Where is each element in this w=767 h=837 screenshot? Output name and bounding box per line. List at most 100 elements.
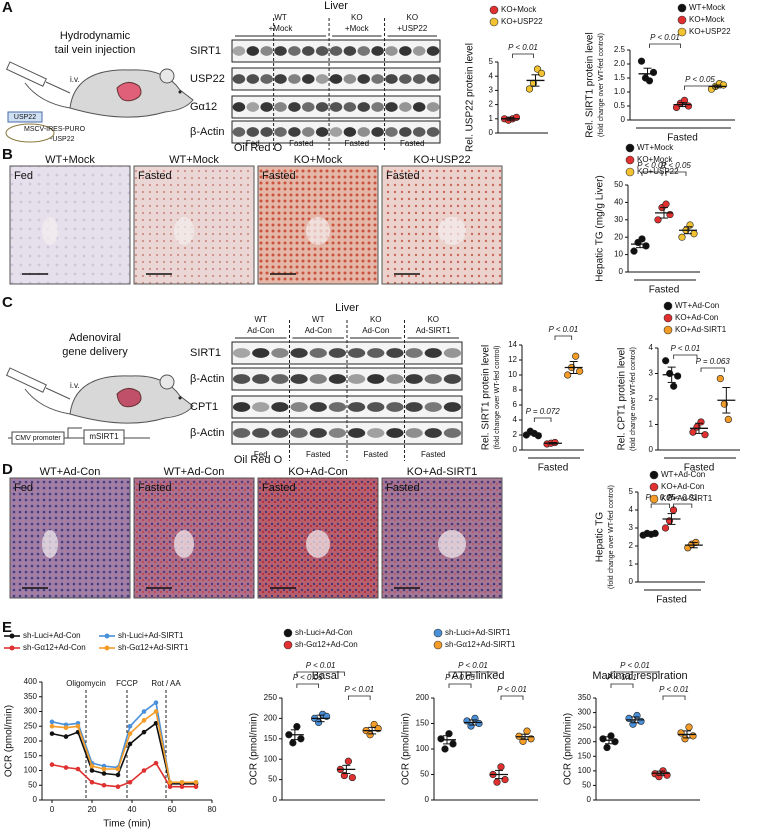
blot-band <box>399 127 412 137</box>
blot-strip <box>231 120 441 144</box>
series-point <box>115 784 121 790</box>
blot-band <box>367 402 385 412</box>
legend-label: KO+USP22 <box>501 17 543 26</box>
y-tick-label: 250 <box>264 693 278 702</box>
x-axis-label: Fasted <box>649 285 680 296</box>
series-point <box>63 725 69 731</box>
organ <box>116 82 142 102</box>
x-axis-label: Time (min) <box>103 819 150 830</box>
y-tick-label: 50 <box>420 770 429 779</box>
significance-bracket <box>641 171 663 176</box>
blot-band <box>405 428 423 438</box>
blot-band <box>367 428 385 438</box>
blot-row-label: SIRT1 <box>190 45 221 57</box>
y-tick-label: 200 <box>264 714 278 723</box>
blot-band <box>386 428 404 438</box>
blot-band <box>386 348 404 358</box>
vessel <box>438 530 466 558</box>
y-tick-label: 50 <box>268 775 277 784</box>
y-axis-sublabel: (fold change over WT-fed control) <box>598 33 605 137</box>
p-value: P < 0.01 <box>548 325 578 334</box>
legend-marker <box>9 645 15 651</box>
blot-band <box>385 46 398 56</box>
data-point <box>661 524 670 532</box>
image-condition: Fasted <box>138 170 172 182</box>
series-point <box>179 784 185 790</box>
group-label: +USP22 <box>397 24 428 33</box>
significance-bracket <box>700 367 725 372</box>
p-value: P < 0.01 <box>497 685 527 694</box>
data-point <box>630 247 638 255</box>
blot-row-label: Gα12 <box>190 101 217 113</box>
p-value: P = 0.063 <box>696 357 731 366</box>
data-point <box>603 743 611 752</box>
condition-label: Fasted <box>289 139 313 148</box>
blot-band <box>405 402 423 412</box>
blot-band <box>371 102 384 112</box>
blot-band <box>328 428 347 438</box>
vessel <box>42 216 58 245</box>
y-tick-label: 5 <box>489 57 494 66</box>
y-tick-label: 100 <box>264 754 278 763</box>
y-tick-label: 50 <box>28 780 37 789</box>
legend-marker <box>283 628 293 638</box>
diagram-title: tail vein injection <box>55 44 136 56</box>
blot-band <box>385 74 398 84</box>
x-axis-label: Fasted <box>656 595 687 606</box>
blot-band <box>309 374 327 384</box>
blot-band <box>343 127 357 137</box>
y-tick-label: 2 <box>649 394 654 403</box>
y-tick-label: 4 <box>629 505 634 514</box>
series-point <box>167 784 173 790</box>
series-point <box>141 768 147 773</box>
syringe <box>5 61 47 87</box>
blot-row-label: CPT1 <box>190 401 218 413</box>
blot-band <box>302 127 315 137</box>
image-label: WT+Mock <box>45 154 95 166</box>
blot-title: Liver <box>324 0 348 12</box>
y-axis-label: Rel. USP22 protein level <box>465 43 476 152</box>
y-tick-label: 5 <box>629 487 634 496</box>
blot-band <box>424 428 442 438</box>
blot-title: Liver <box>335 302 359 314</box>
blot-band <box>271 428 289 438</box>
data-point <box>678 233 686 241</box>
blot-band <box>329 102 343 112</box>
series-point <box>49 719 55 725</box>
blot-band <box>232 127 246 137</box>
blot-band <box>347 348 366 358</box>
image-label: WT+Ad-Con <box>164 466 225 478</box>
y-axis-label: Rel. SIRT1 protein level <box>481 345 492 450</box>
blot-band <box>347 428 366 438</box>
series-point <box>75 723 81 729</box>
significance-bracket <box>673 503 693 508</box>
vessel <box>174 216 194 245</box>
plasmid-label: USP22 <box>14 114 36 121</box>
y-axis-label: OCR (pmol/min) <box>4 705 15 777</box>
blot-band <box>412 127 426 137</box>
p-value: P < 0.01 <box>458 661 488 670</box>
legend-marker <box>677 27 687 37</box>
blot-band <box>412 102 426 112</box>
significance-bracket <box>662 695 686 700</box>
blot-band <box>252 348 270 358</box>
data-point <box>724 415 732 424</box>
p-value: P < 0.01 <box>306 661 336 670</box>
blot-band <box>405 348 423 358</box>
image-condition: Fasted <box>262 170 296 182</box>
series-point <box>63 765 69 770</box>
blot-band <box>328 374 347 384</box>
image-label: KO+USP22 <box>413 154 470 166</box>
blot-band <box>399 102 412 112</box>
panel-letter: D <box>2 461 13 478</box>
panel-letter: E <box>2 619 12 636</box>
legend-marker <box>104 633 110 639</box>
x-axis-label: Fasted <box>538 463 569 474</box>
series-point <box>49 723 55 729</box>
data-point <box>662 200 670 208</box>
legend-marker <box>489 17 499 27</box>
y-tick-label: 0 <box>425 795 430 804</box>
data-point <box>654 216 662 224</box>
y-tick-label: 1 <box>629 559 634 568</box>
significance-bracket <box>533 417 552 422</box>
